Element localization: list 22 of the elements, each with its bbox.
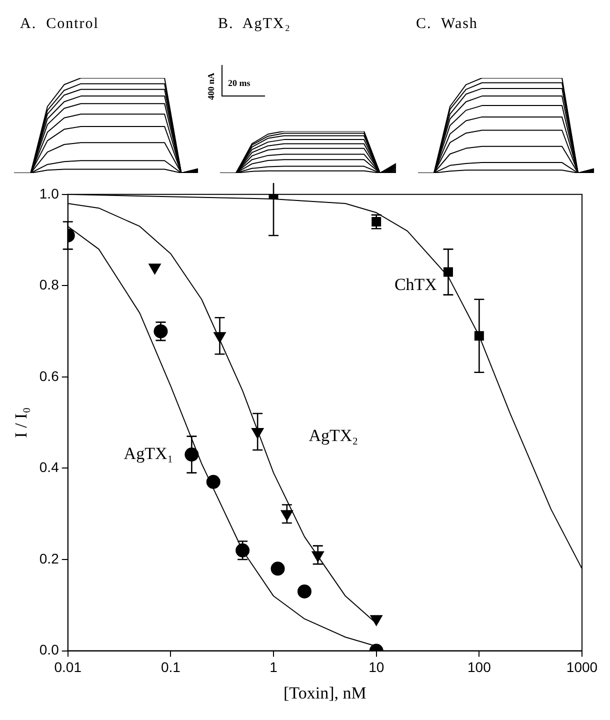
y-tick-label: 0.0 xyxy=(39,642,60,658)
y-axis-title: I / I₀ xyxy=(12,407,31,438)
annotation: AgTX₂ xyxy=(308,426,358,445)
y-tick-label: 0.6 xyxy=(39,368,60,384)
y-tick-label: 1.0 xyxy=(39,185,60,202)
x-axis-title: [Toxin], nM xyxy=(284,683,366,702)
x-tick-label: 1 xyxy=(270,659,278,676)
y-tick-label: 0.8 xyxy=(39,276,60,293)
text: A. Control xyxy=(20,16,99,33)
y-tick-label: 0.2 xyxy=(39,550,60,566)
text: C. Wash xyxy=(416,16,478,33)
x-tick-label: 0.01 xyxy=(54,659,82,676)
text: B. AgTX₂ xyxy=(218,16,291,33)
annotation: AgTX₁ xyxy=(124,444,174,464)
x-tick-label: 100 xyxy=(467,659,492,676)
x-tick-label: 10 xyxy=(368,659,384,676)
y-tick-label: 0.4 xyxy=(39,459,60,476)
x-tick-label: 1000 xyxy=(566,659,598,676)
text: 20 ms xyxy=(228,78,250,88)
annotation: ChTX xyxy=(394,275,437,294)
x-tick-label: 0.1 xyxy=(160,659,181,676)
annotation: 400 nA xyxy=(206,72,216,100)
